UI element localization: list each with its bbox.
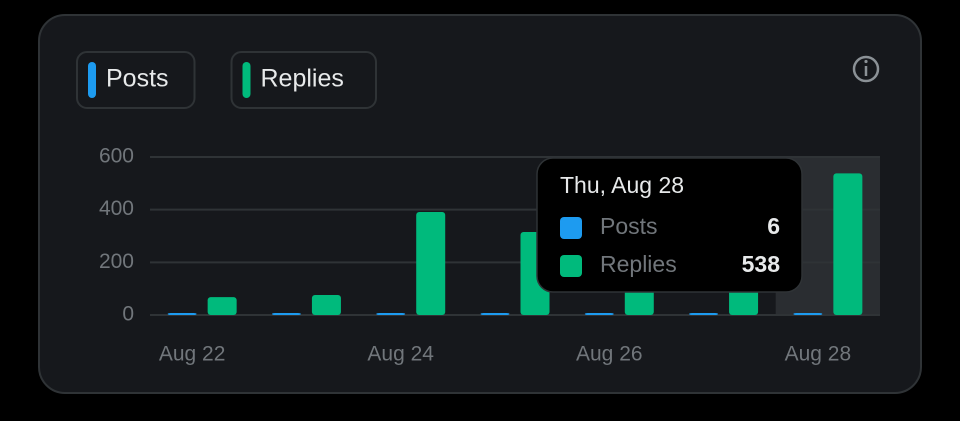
bar: [311, 294, 341, 315]
tooltip-box: [536, 157, 803, 293]
legend-button: [76, 51, 196, 109]
x-tick-label: Aug 26: [576, 343, 643, 366]
legend-label: Posts: [106, 65, 169, 93]
bar: [689, 313, 719, 315]
legend-button: [230, 51, 377, 109]
info-icon[interactable]: [852, 55, 880, 83]
tooltip-swatch: [560, 217, 582, 239]
bar: [584, 313, 614, 315]
tooltip-label: Posts: [600, 213, 658, 239]
legend-item[interactable]: Posts: [76, 51, 196, 109]
x-tick-label: Aug 24: [367, 343, 434, 366]
bar: [207, 297, 237, 315]
tooltip: Thu, Aug 28 Posts 6 Replies 538: [536, 157, 803, 293]
card: [38, 14, 922, 394]
bar: [271, 313, 301, 315]
bar: [833, 173, 863, 315]
info-dot: [864, 59, 868, 64]
legend-label: Replies: [261, 65, 344, 93]
y-tick-label: 0: [122, 303, 134, 326]
y-tick-label: 400: [99, 197, 134, 220]
tooltip-title: Thu, Aug 28: [560, 172, 684, 198]
tooltip-value: 6: [767, 213, 780, 239]
bar: [376, 313, 406, 315]
bar: [416, 212, 446, 315]
bar: [167, 313, 197, 315]
legend-swatch: [88, 62, 96, 98]
bar: [793, 313, 823, 315]
tooltip-label: Replies: [600, 251, 677, 277]
x-tick-label: Aug 22: [159, 343, 226, 366]
info-circle: [852, 55, 880, 83]
y-tick-label: 600: [99, 145, 134, 168]
legend-item[interactable]: Replies: [230, 51, 377, 109]
y-tick-label: 200: [99, 250, 134, 273]
tooltip-swatch: [560, 255, 582, 277]
bar: [480, 313, 510, 315]
x-tick-label: Aug 28: [785, 343, 852, 366]
legend-swatch: [242, 62, 251, 98]
tooltip-value: 538: [742, 251, 781, 277]
